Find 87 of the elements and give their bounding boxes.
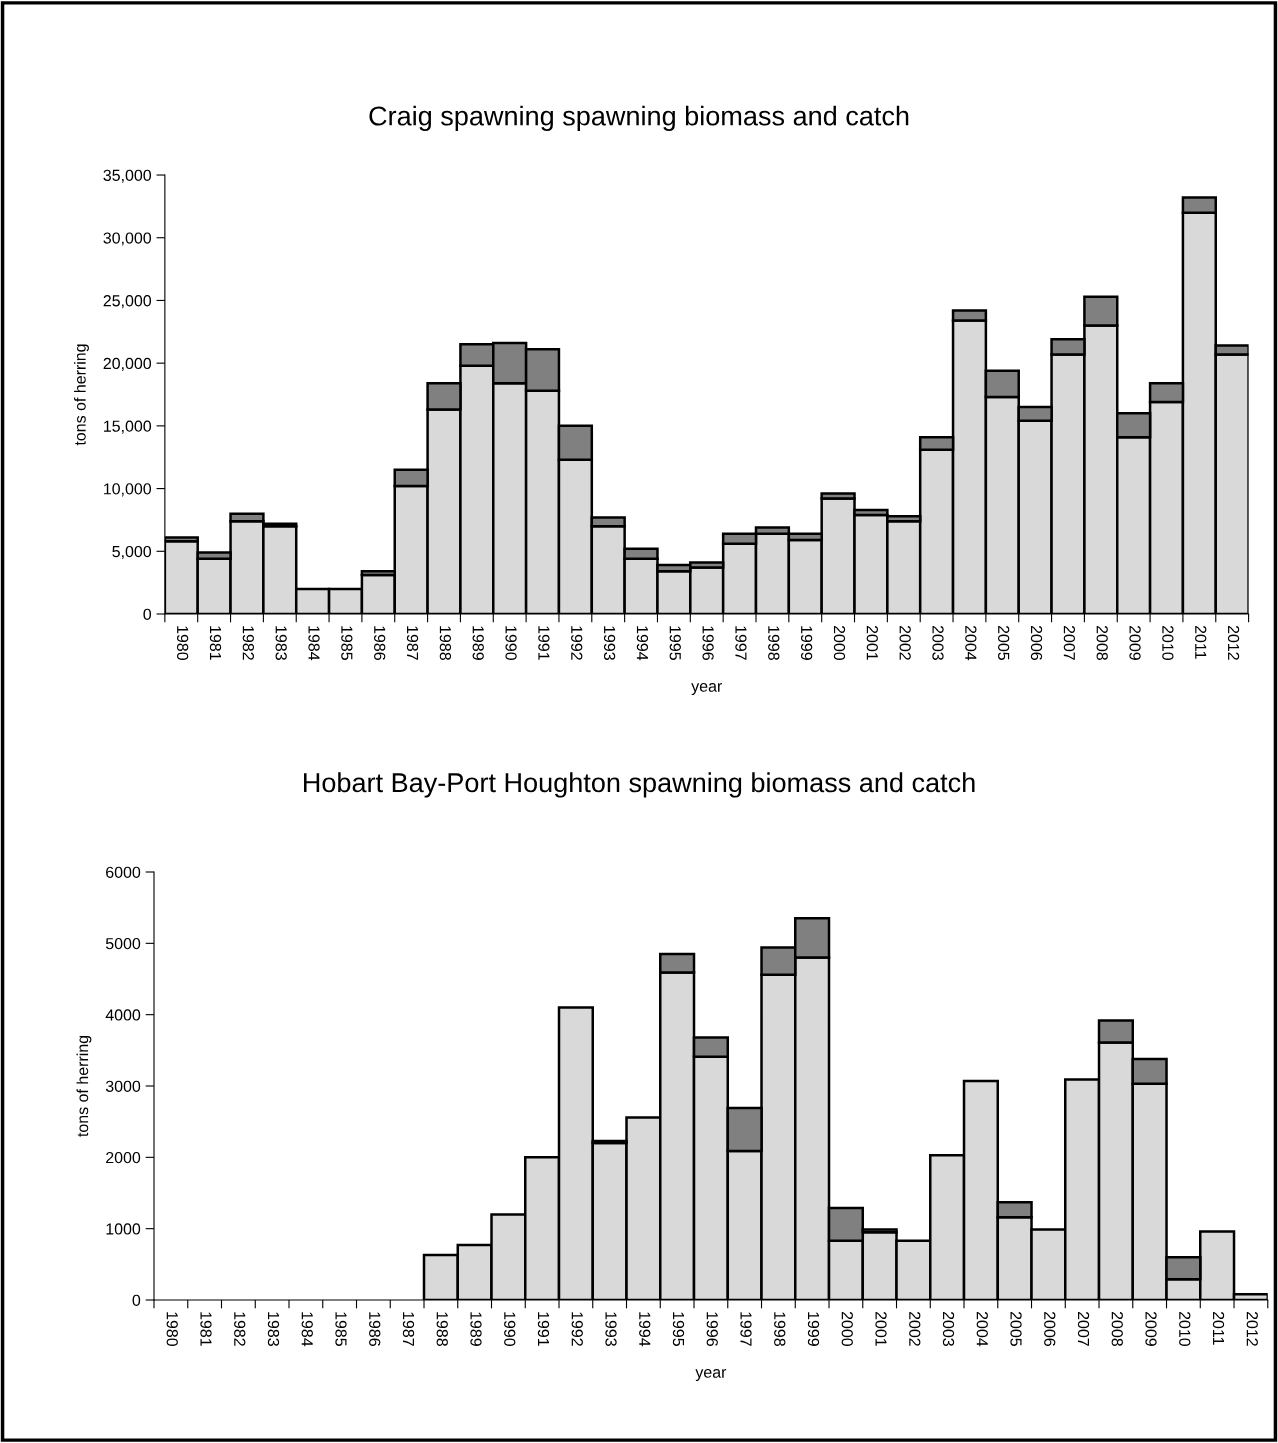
x-tick-label: 1998 [774, 1312, 786, 1346]
x-tick-label: 2009 [1129, 625, 1141, 660]
x-tick-label: 1996 [706, 1312, 718, 1346]
x-tick-label: 1985 [341, 626, 353, 660]
x-tick-label: 1988 [439, 626, 452, 660]
x-tick-label: 1988 [436, 1312, 448, 1346]
x-tick-label: 2011 [1195, 625, 1207, 659]
x-tick-label: 2000 [841, 1311, 853, 1347]
x-tick-label: 2002 [909, 1311, 921, 1346]
x-tick-label: 1999 [807, 1312, 820, 1346]
x-tick-label: 1987 [406, 626, 419, 660]
x-tick-label: 2008 [1111, 1311, 1123, 1346]
y-tick-label: 25,000 [103, 295, 152, 309]
x-tick-label: 2002 [899, 625, 911, 660]
x-tick-label: 2012 [1227, 625, 1240, 660]
y-tick-label: 6000 [106, 866, 141, 878]
x-tick-label: 1983 [275, 626, 287, 660]
x-tick-label: 1986 [369, 1312, 381, 1346]
x-tick-label: 1995 [672, 1312, 685, 1346]
y-tick-label: 5000 [105, 937, 141, 950]
y-tick-label: 5,000 [112, 545, 152, 560]
x-tick-label: 1984 [301, 1312, 313, 1347]
x-tick-label: 1983 [267, 1312, 280, 1346]
x-tick-label: 1982 [234, 1312, 246, 1346]
x-tick-label: 1995 [669, 626, 681, 660]
y-tick-label: 10,000 [104, 483, 152, 497]
x-tick-label: 1998 [768, 626, 780, 660]
x-tick-label: 1990 [505, 626, 517, 661]
x-tick-label: 1991 [537, 1312, 550, 1346]
x-tick-label: 2006 [1044, 1311, 1056, 1346]
x-tick-label: 1986 [374, 626, 386, 660]
chart-title: Craig spawning spawning biomass and catch [369, 105, 909, 131]
x-tick-label: 2011 [1212, 1311, 1225, 1345]
x-tick-label: 1987 [402, 1312, 415, 1346]
x-tick-label: 2010 [1179, 1311, 1191, 1347]
y-tick-label: 1000 [106, 1223, 141, 1235]
x-tick-label: 1985 [335, 1312, 347, 1346]
x-tick-label: 1989 [470, 1312, 482, 1346]
x-tick-label: 1996 [702, 626, 714, 660]
y-tick-label: 35,000 [103, 169, 152, 183]
x-tick-label: 1990 [504, 1312, 516, 1347]
y-tick-label: 3000 [105, 1080, 141, 1092]
x-tick-label: 1989 [472, 626, 484, 660]
y-axis-title: tons of herring [76, 1035, 92, 1137]
x-tick-label: 1981 [200, 1312, 212, 1346]
x-tick-label: 1982 [242, 626, 254, 660]
x-tick-label: 1993 [603, 626, 616, 660]
x-tick-label: 1993 [605, 1312, 617, 1346]
x-tick-label: 1994 [636, 626, 649, 661]
y-tick-label: 15,000 [104, 420, 152, 434]
x-tick-label: 2010 [1162, 625, 1174, 661]
x-tick-label: 2005 [1010, 1311, 1022, 1346]
x-tick-label: 1997 [735, 626, 747, 660]
x-tick-label: 2005 [998, 625, 1010, 660]
y-tick-label: 2000 [106, 1151, 141, 1164]
y-tick-label: 20,000 [103, 357, 152, 371]
y-tick-label: 30,000 [103, 232, 152, 246]
x-tick-label: 2003 [932, 625, 944, 660]
x-tick-label: 1984 [308, 626, 320, 661]
x-tick-label: 2006 [1030, 625, 1043, 660]
x-tick-label: 2004 [965, 625, 977, 661]
x-tick-label: 2007 [1063, 625, 1075, 660]
x-tick-label: 2001 [875, 1311, 887, 1346]
x-tick-label: 2003 [942, 1311, 955, 1346]
x-tick-label: 2009 [1145, 1311, 1157, 1346]
y-tick-label: 4000 [105, 1009, 141, 1021]
y-tick-label: 0 [143, 608, 152, 620]
x-tick-label: 1981 [209, 626, 222, 660]
y-axis-title: tons of herring [74, 344, 89, 446]
x-tick-label: 1997 [740, 1312, 752, 1346]
x-tick-label: 2007 [1077, 1311, 1090, 1346]
x-tick-label: 1980 [176, 626, 189, 661]
x-tick-label: 1992 [571, 626, 583, 660]
chart-title: Hobart Bay-Port Houghton spawning biomass and catch [304, 772, 975, 798]
x-tick-label: 2004 [976, 1311, 988, 1347]
x-tick-label: 1991 [538, 626, 550, 660]
x-tick-label: 1992 [571, 1312, 583, 1346]
x-tick-label: 1980 [166, 1312, 178, 1347]
x-axis-title: year [691, 683, 723, 695]
x-tick-label: 1999 [800, 626, 813, 660]
x-axis-title: year [695, 1369, 727, 1381]
x-tick-label: 2012 [1246, 1311, 1258, 1346]
x-tick-label: 2000 [833, 625, 846, 661]
x-tick-label: 2001 [866, 625, 878, 660]
y-tick-label: 0 [132, 1294, 141, 1306]
x-tick-label: 1994 [639, 1312, 651, 1347]
x-tick-label: 2008 [1096, 625, 1108, 660]
